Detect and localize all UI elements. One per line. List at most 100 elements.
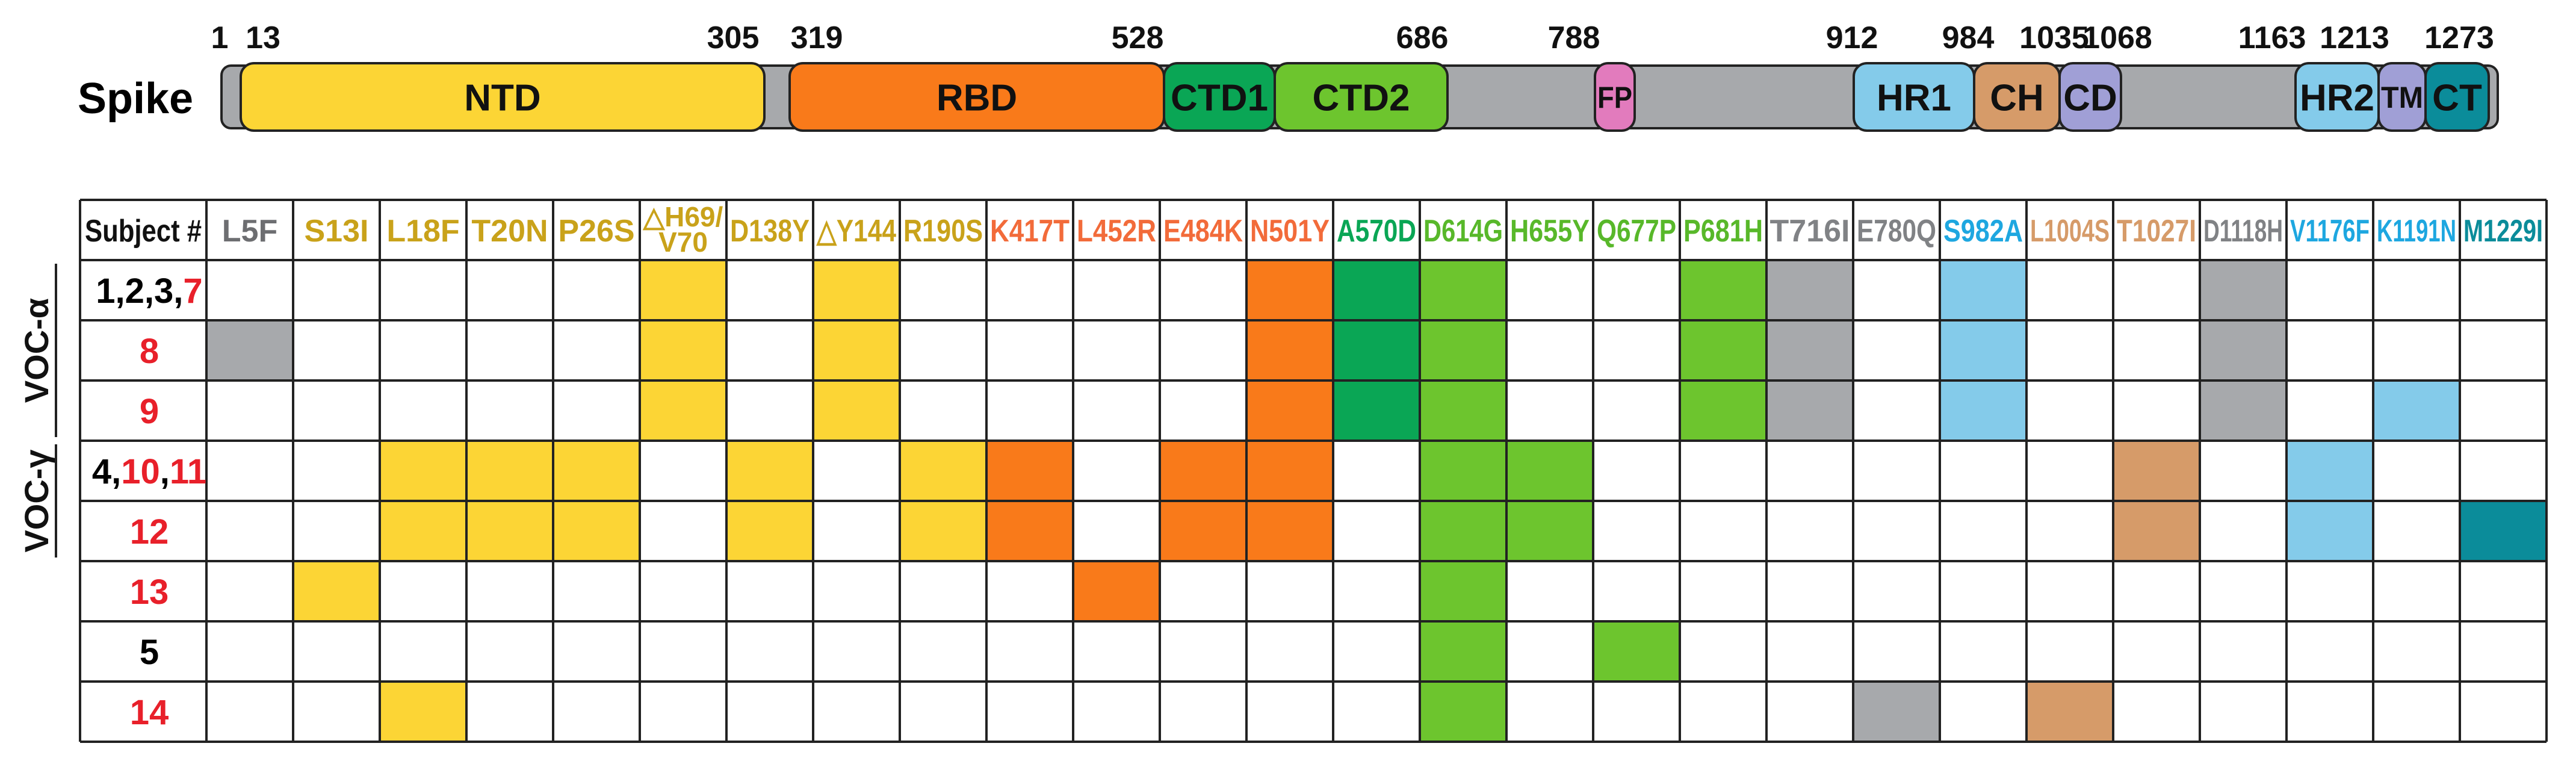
mutation-cell-T20N-row5: [466, 501, 553, 561]
mutation-cell-Y144-row3: [813, 380, 900, 441]
column-header-T1027I: T1027I: [2117, 214, 2196, 249]
mutation-cell-L18F-row4: [380, 441, 466, 501]
mutation-cell-T716I-row2: [1766, 320, 1853, 380]
column-header-E780Q: E780Q: [1857, 214, 1936, 249]
domain-label-tm: TM: [2381, 81, 2423, 114]
mutation-cell-H69V70-row2: [640, 320, 726, 380]
mutation-cell-D138Y-row4: [726, 441, 813, 501]
column-header-T716I: T716I: [1770, 214, 1850, 249]
column-header-L5F: L5F: [222, 214, 277, 249]
domain-label-hr1: HR1: [1877, 77, 1951, 119]
domain-label-ch: CH: [1990, 77, 2044, 119]
mutation-cell-P681H-row1: [1680, 260, 1766, 320]
mutation-cell-S982A-row1: [1940, 260, 2026, 320]
mutation-cell-L5F-row2: [206, 320, 293, 380]
row-label: 1,2,3,7: [96, 272, 202, 311]
spike-label: Spike: [78, 75, 193, 123]
mutation-cell-R190S-row4: [900, 441, 986, 501]
residue-position-319: 319: [791, 20, 843, 55]
mutation-table: Subject # L5F S13I L18F T20N P26S △H69/V70 D138…: [17, 199, 2548, 743]
mutation-cell-A570D-row1: [1333, 260, 1420, 320]
group-label-voc-alpha: VOC-α: [17, 298, 55, 403]
domain-label-hr2: HR2: [2300, 77, 2374, 119]
mutation-cell-E484K-row5: [1160, 501, 1246, 561]
column-header-R190S: R190S: [903, 214, 983, 249]
domain-label-rbd: RBD: [937, 77, 1017, 119]
domain-fp: [1594, 62, 1636, 132]
mutation-cell-N501Y-row4: [1246, 441, 1333, 501]
domain-label-ctd2: CTD2: [1313, 77, 1410, 119]
row-label: 12: [130, 512, 169, 551]
mutation-cell-E484K-row4: [1160, 441, 1246, 501]
row-label: 14: [130, 693, 169, 732]
mutation-cell-A570D-row2: [1333, 320, 1420, 380]
column-header-D1118H: D1118H: [2203, 214, 2283, 249]
column-header-K417T: K417T: [990, 214, 1070, 249]
column-header-S13I: S13I: [305, 214, 369, 249]
residue-position-1273: 1273: [2424, 20, 2494, 55]
mutation-cell-T20N-row4: [466, 441, 553, 501]
mutation-cell-S13I-row6: [293, 561, 380, 621]
mutation-cell-Y144-row1: [813, 260, 900, 320]
mutation-cell-N501Y-row2: [1246, 320, 1333, 380]
row-label: 13: [130, 573, 169, 612]
row-label: 8: [140, 332, 159, 371]
mutation-cell-D1118H-row1: [2200, 260, 2287, 320]
column-header-A570D: A570D: [1337, 214, 1416, 249]
domain-ntd: [240, 62, 766, 132]
column-header-N501Y: N501Y: [1250, 214, 1330, 249]
mutation-cell-V1176F-row4: [2287, 441, 2373, 501]
mutation-cell-N501Y-row3: [1246, 380, 1333, 441]
domain-ctd2: [1274, 62, 1449, 132]
mutation-cell-E780Q-row8: [1853, 682, 1940, 742]
mutation-cell-H655Y-row5: [1506, 501, 1593, 561]
mutation-cell-D614G-row7: [1420, 621, 1506, 682]
residue-position-1068: 1068: [2082, 20, 2152, 55]
mutation-cell-D1118H-row3: [2200, 380, 2287, 441]
mutation-cell-K417T-row4: [986, 441, 1073, 501]
mutation-cell-D614G-row6: [1420, 561, 1506, 621]
column-header-Q677P: Q677P: [1597, 214, 1676, 249]
residue-position-13: 13: [246, 20, 280, 55]
column-header-H655Y: H655Y: [1510, 214, 1590, 249]
mutation-cell-D1118H-row2: [2200, 320, 2287, 380]
domain-ct: [2424, 62, 2490, 132]
mutation-cell-D614G-row2: [1420, 320, 1506, 380]
mutation-cell-H69V70-row1: [640, 260, 726, 320]
mutation-cell-L18F-row5: [380, 501, 466, 561]
mutation-cell-M1229I-row5: [2460, 501, 2547, 561]
column-header-P681H: P681H: [1683, 214, 1763, 249]
column-header-E484K: E484K: [1163, 214, 1243, 249]
row-label: 5: [140, 633, 159, 672]
mutation-cell-D614G-row8: [1420, 682, 1506, 742]
mutation-cell-Y144-row2: [813, 320, 900, 380]
mutation-cell-S982A-row2: [1940, 320, 2026, 380]
spike-domain-map: Spike NTD RBD CTD1 CTD2 FP HR1 CH CD HR2 TM CT 1 13 3…: [78, 20, 2499, 132]
residue-position-305: 305: [707, 20, 760, 55]
column-header-L452R: L452R: [1077, 214, 1156, 249]
mutation-cell-R190S-row5: [900, 501, 986, 561]
mutation-cell-T1027I-row4: [2113, 441, 2200, 501]
mutation-cell-H69V70-row3: [640, 380, 726, 441]
mutation-cell-P681H-row2: [1680, 320, 1766, 380]
residue-position-528: 528: [1112, 20, 1164, 55]
domain-label-ctd1: CTD1: [1171, 77, 1268, 119]
residue-position-686: 686: [1396, 20, 1449, 55]
mutation-cell-P681H-row3: [1680, 380, 1766, 441]
column-header-M1229I: M1229I: [2463, 214, 2543, 249]
domain-label-fp: FP: [1597, 81, 1632, 114]
mutation-cell-D614G-row1: [1420, 260, 1506, 320]
mutation-cell-N501Y-row5: [1246, 501, 1333, 561]
domain-label-ct: CT: [2432, 77, 2482, 119]
mutation-cell-K1191N-row3: [2373, 380, 2460, 441]
column-header-V1176F: V1176F: [2290, 214, 2370, 249]
mutation-cell-L1004S-row8: [2026, 682, 2113, 742]
residue-position-1: 1: [211, 20, 229, 55]
column-header-D138Y: D138Y: [730, 214, 810, 249]
table-grid: [79, 199, 2548, 743]
mutation-cell-T716I-row1: [1766, 260, 1853, 320]
column-header-Y144: △Y144: [816, 214, 896, 249]
mutation-cell-D614G-row3: [1420, 380, 1506, 441]
column-header-S982A: S982A: [1943, 214, 2023, 249]
mutation-cell-D138Y-row5: [726, 501, 813, 561]
